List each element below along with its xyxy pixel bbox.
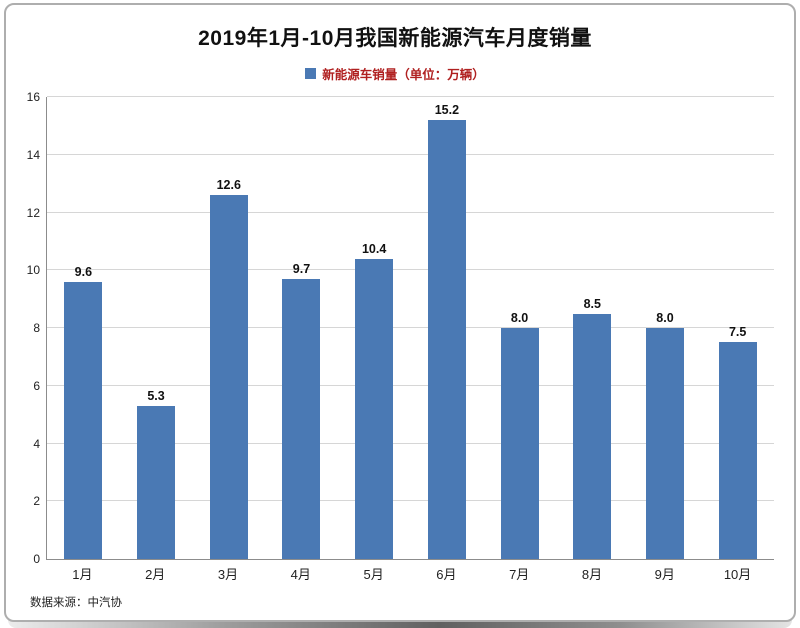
bar — [209, 195, 248, 559]
bar-column: 9.6 — [47, 97, 120, 559]
bar — [137, 405, 176, 559]
y-tick-label: 16 — [26, 90, 40, 104]
bottom-shadow — [8, 620, 792, 628]
bar-column: 12.6 — [192, 97, 265, 559]
gridline — [47, 153, 774, 155]
y-tick-label: 14 — [26, 147, 40, 162]
bars-row: 9.6 5.3 12.6 9.7 10.4 15.2 8.0 8.5 8.0 7.5 — [47, 97, 774, 559]
x-tick-label: 8月 — [581, 566, 603, 582]
bar-value-label: 9.6 — [74, 264, 93, 279]
bar-value-label: 7.5 — [728, 325, 747, 340]
y-tick-label: 0 — [33, 552, 40, 566]
x-tick-label: 6月 — [436, 566, 457, 582]
plot-area: 9.6 5.3 12.6 9.7 10.4 15.2 8.0 8.5 8.0 7.5 — [46, 96, 774, 560]
gridline — [47, 384, 774, 386]
bar-value-label: 8.0 — [656, 311, 674, 325]
y-tick-label: 8 — [33, 321, 40, 335]
chart-card: 2019年1月-10月我国新能源汽车月度销量 新能源车销量（单位：万辆） 0 2 4… — [16, 27, 774, 609]
bar-value-label: 9.7 — [292, 261, 311, 276]
source-note: 数据来源：中汽协 — [30, 597, 122, 609]
plot-wrap: 9.6 5.3 12.6 9.7 10.4 15.2 8.0 8.5 8.0 7.5 1月 2月 3月… — [46, 96, 774, 586]
x-tick-label: 7月 — [509, 566, 530, 582]
gridline — [47, 211, 774, 213]
gridline — [47, 96, 774, 97]
bar-value-label: 8.0 — [510, 311, 529, 325]
gridline — [47, 442, 774, 444]
bar — [718, 342, 757, 559]
bar-value-label: 15.2 — [434, 103, 460, 118]
x-tick-label: 10月 — [723, 566, 752, 582]
x-tick-label: 3月 — [217, 566, 239, 582]
bar-value-label: 10.4 — [361, 241, 387, 256]
x-tick-label: 1月 — [72, 566, 93, 582]
x-tick-label: 9月 — [654, 566, 675, 582]
x-tick-label: 4月 — [290, 566, 311, 582]
x-tick-label: 2月 — [145, 566, 166, 582]
bar-value-label: 12.6 — [216, 178, 241, 193]
bar-column: 8.5 — [556, 97, 629, 559]
x-axis: 1月 2月 3月 4月 5月 6月 7月 8月 9月 10月 — [46, 560, 774, 586]
bar-value-label: 5.3 — [147, 388, 165, 403]
bar — [64, 281, 103, 559]
bar-column: 9.7 — [265, 97, 338, 559]
chart-legend: 新能源车销量（单位：万辆） — [16, 64, 774, 83]
bar — [500, 328, 539, 559]
legend-label: 新能源车销量（单位：万辆） — [322, 68, 485, 82]
bar — [282, 278, 321, 559]
legend-color-swatch — [305, 68, 317, 79]
y-axis: 0 2 4 6 8 10 12 14 16 — [16, 90, 46, 566]
chart-title: 2019年1月-10月我国新能源汽车月度销量 — [198, 27, 592, 50]
y-tick-label: 12 — [26, 205, 40, 220]
chart-area: 0 2 4 6 8 10 12 14 16 9.6 5.3 12.6 9.7 10.4 15.2 8.0 8.… — [16, 90, 774, 586]
bar-value-label: 8.5 — [583, 296, 601, 311]
bar — [355, 258, 394, 559]
bar-column: 10.4 — [338, 97, 411, 559]
y-tick-label: 4 — [33, 436, 40, 451]
gridline — [47, 500, 774, 502]
gridline — [47, 327, 774, 328]
bar — [645, 328, 684, 559]
bar — [573, 313, 612, 559]
gridline — [47, 269, 774, 271]
bar — [427, 120, 466, 559]
bar-column: 7.5 — [701, 97, 774, 559]
y-tick-label: 2 — [33, 494, 40, 509]
x-tick-label: 5月 — [363, 566, 384, 582]
bar-column: 5.3 — [120, 97, 193, 559]
y-tick-label: 6 — [33, 378, 40, 393]
y-tick-label: 10 — [26, 263, 40, 278]
bar-column: 8.0 — [483, 97, 556, 559]
bar-column: 15.2 — [411, 97, 484, 559]
bar-column: 8.0 — [629, 97, 702, 559]
